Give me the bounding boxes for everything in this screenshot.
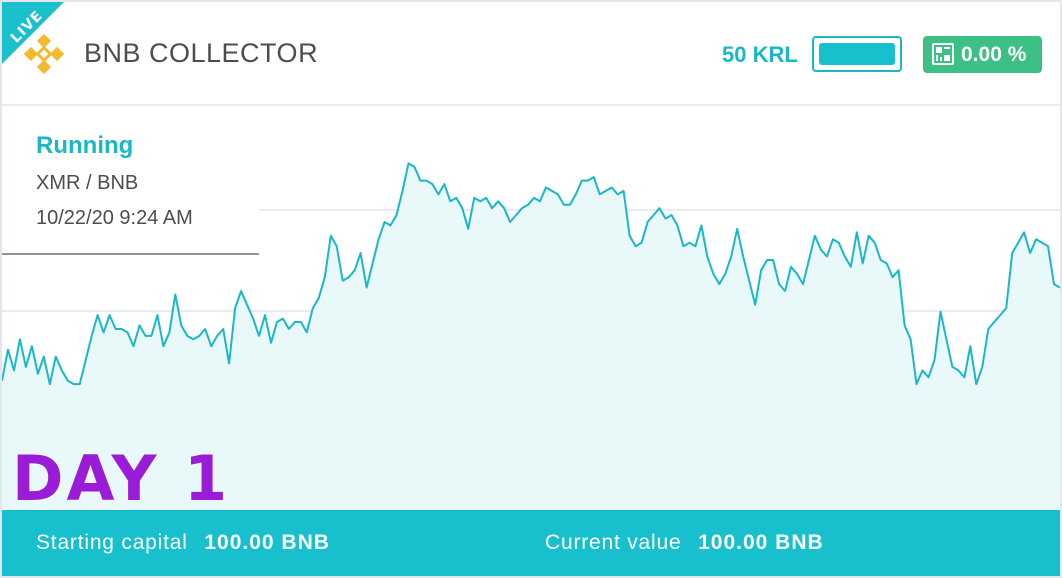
status-timestamp: 10/22/20 9:24 AM bbox=[36, 207, 193, 229]
trading-pair: XMR / BNB bbox=[36, 172, 139, 194]
price-chart bbox=[2, 162, 1060, 510]
live-ribbon bbox=[2, 2, 64, 64]
percent-badge: 0.00 % bbox=[923, 36, 1042, 73]
price-line bbox=[2, 162, 1060, 386]
current-value-amount: 100.00 BNB bbox=[698, 531, 824, 554]
level-meter bbox=[812, 36, 902, 72]
percent-value: 0.00 % bbox=[961, 43, 1027, 66]
starting-capital-label: Starting capital bbox=[36, 531, 188, 554]
amount-value: 50 KRL bbox=[722, 42, 798, 67]
starting-capital-value: 100.00 BNB bbox=[204, 531, 330, 554]
app-title: BNB COLLECTOR bbox=[84, 38, 319, 68]
status-panel: Running XMR / BNB 10/22/20 9:24 AM bbox=[2, 108, 259, 255]
price-area bbox=[2, 163, 1060, 510]
status-state: Running bbox=[36, 132, 134, 159]
level-meter-fill bbox=[819, 43, 895, 65]
header: BNB COLLECTOR 50 KRL 0.00 % bbox=[2, 2, 1060, 106]
qr-code-icon bbox=[932, 43, 954, 65]
current-value-label: Current value bbox=[545, 531, 682, 554]
current-value: Current value 100.00 BNB bbox=[545, 531, 824, 555]
starting-capital: Starting capital 100.00 BNB bbox=[36, 531, 330, 555]
footer: Starting capital 100.00 BNB Current valu… bbox=[2, 510, 1060, 576]
day-label: DAY 1 bbox=[12, 442, 231, 515]
